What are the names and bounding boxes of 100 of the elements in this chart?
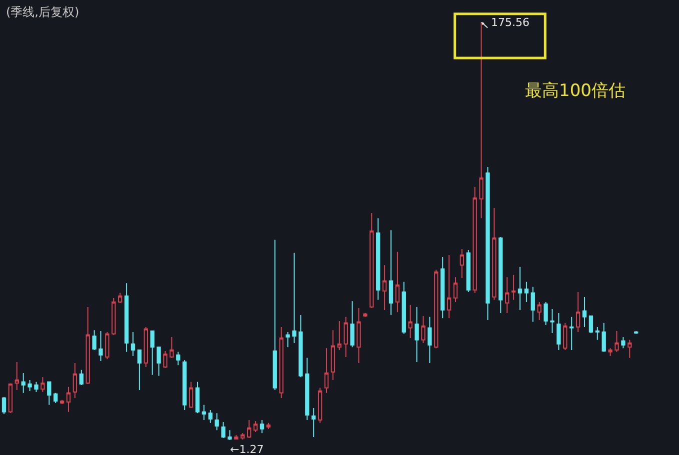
candlestick <box>498 236 503 314</box>
candlestick <box>388 230 394 316</box>
candlestick <box>337 320 342 350</box>
candlestick <box>14 361 19 391</box>
candlestick <box>402 281 406 334</box>
candlestick <box>428 316 432 364</box>
text: ←1.27 <box>230 443 264 455</box>
candlestick <box>176 351 180 366</box>
annotation: 最高100倍估 <box>525 81 626 101</box>
candlestick <box>466 249 470 292</box>
candlestick <box>144 326 148 368</box>
candlestick <box>421 315 426 344</box>
candlestick <box>247 420 252 439</box>
candlestick <box>150 330 154 376</box>
candlestick <box>170 336 174 358</box>
chart-title: (季线,后复权) <box>6 5 80 19</box>
candlestick <box>137 349 142 391</box>
candlestick <box>214 412 219 431</box>
candlestick <box>530 286 535 322</box>
candlestick <box>505 276 510 314</box>
candlestick <box>253 420 258 433</box>
candlestick <box>228 430 232 440</box>
candlestick <box>524 281 529 303</box>
candlestick <box>305 357 310 421</box>
candlestick <box>34 381 38 392</box>
candlestick <box>182 360 187 410</box>
candlestick <box>47 380 52 406</box>
candlestick <box>260 420 264 434</box>
candlestick <box>595 326 600 340</box>
candlestick <box>460 248 464 279</box>
candlestick <box>28 379 32 392</box>
candlestick <box>440 256 445 319</box>
candlestick <box>588 315 594 334</box>
candlestick <box>118 292 122 304</box>
candlestick <box>202 404 206 421</box>
candlestick <box>330 330 336 380</box>
candlestick <box>434 269 438 349</box>
candlestick <box>544 302 548 326</box>
candlestick <box>511 274 516 300</box>
candlestick <box>550 308 554 334</box>
candlestick <box>563 322 568 350</box>
candlestick <box>105 332 110 360</box>
candlestick <box>608 348 612 356</box>
candlestick <box>163 350 168 368</box>
candlestick <box>156 346 161 376</box>
candlestick <box>66 386 71 412</box>
candlestick <box>570 316 574 350</box>
candlestick <box>453 276 458 303</box>
candlestick <box>634 330 638 334</box>
candlestick <box>472 186 477 294</box>
candlestick <box>188 381 194 409</box>
candlestick <box>130 332 136 356</box>
candlestick <box>240 432 245 440</box>
candlestick <box>318 387 322 424</box>
candlestick <box>2 396 6 415</box>
candlestick <box>382 264 387 310</box>
candlestick <box>54 392 58 404</box>
candlestick <box>40 376 45 392</box>
candlestick <box>446 254 452 319</box>
candlestick <box>582 296 587 328</box>
candlestick <box>492 208 496 300</box>
candlestick <box>628 339 632 358</box>
annotation: 175.56 <box>491 16 530 29</box>
candlestick <box>208 409 212 424</box>
candlestick <box>79 369 84 386</box>
candlestick <box>86 306 90 385</box>
candlestick <box>614 330 619 352</box>
candlestick <box>124 282 129 352</box>
candlestick <box>98 330 103 362</box>
candlestick <box>92 330 96 350</box>
candlestick <box>350 300 354 348</box>
candlestick <box>298 314 303 378</box>
candlestick <box>234 434 238 440</box>
candlestick <box>21 372 26 394</box>
candlestick <box>486 166 490 321</box>
candlestick <box>363 312 368 318</box>
candlestick <box>356 308 361 364</box>
candlestick <box>621 336 626 349</box>
candlestick <box>286 332 290 348</box>
candlestick <box>279 326 284 398</box>
candlestick <box>292 252 296 344</box>
candlestick <box>602 322 606 352</box>
candlestick <box>376 218 380 300</box>
candlestick <box>324 348 329 394</box>
candlestick <box>8 383 13 414</box>
candlestick <box>395 251 400 313</box>
candlestick <box>266 422 271 430</box>
candlestick <box>272 239 277 391</box>
candlestick <box>195 381 200 414</box>
candlestick <box>408 304 412 338</box>
candlestick <box>479 22 484 219</box>
candlestick <box>112 297 116 336</box>
candlestick <box>518 266 522 310</box>
candlestick <box>370 212 374 309</box>
candlestick <box>72 362 78 398</box>
candlestick <box>556 312 561 350</box>
candlestick <box>312 408 316 438</box>
candlestick <box>414 306 419 362</box>
candlestick <box>344 316 348 358</box>
candlestick <box>221 421 226 439</box>
